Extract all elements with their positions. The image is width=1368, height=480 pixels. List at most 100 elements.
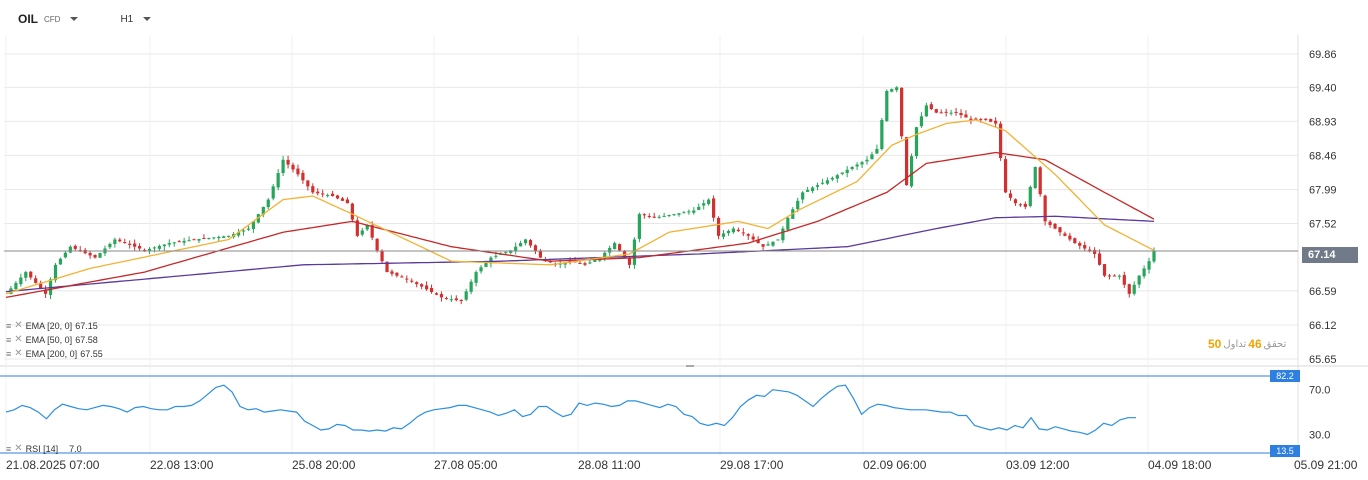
candle-body <box>746 234 750 236</box>
timeframe-dropdown-icon[interactable] <box>143 17 152 21</box>
candle-body <box>138 245 142 249</box>
candle-body <box>167 243 171 245</box>
candle-body <box>365 224 369 230</box>
candle-body <box>390 271 394 274</box>
candle-body <box>716 217 721 236</box>
menu-icon[interactable]: ≡ <box>6 443 12 454</box>
candle-body <box>330 193 335 196</box>
candle-body <box>885 90 889 121</box>
candle-body <box>489 257 493 264</box>
candle-body <box>617 244 622 251</box>
candle-body <box>786 217 790 230</box>
candle-body <box>979 119 983 121</box>
candle-body <box>400 276 404 278</box>
candle-body <box>741 232 745 234</box>
candle-body <box>810 187 815 192</box>
candle-body <box>999 123 1003 158</box>
candle-body <box>1093 249 1097 254</box>
candle-body <box>721 233 726 237</box>
candle-body <box>1147 261 1151 270</box>
promo-text-2: تحقق <box>1263 338 1287 350</box>
candle-body <box>994 120 998 124</box>
candle-body <box>652 216 656 218</box>
time-axis-label: 28.08 11:00 <box>578 458 641 472</box>
ema200-line <box>5 215 1155 293</box>
candle-body <box>1043 195 1047 222</box>
candle-body <box>296 168 300 175</box>
menu-icon[interactable]: ≡ <box>6 348 12 359</box>
candle-body <box>162 244 166 247</box>
menu-icon[interactable]: ≡ <box>6 320 12 331</box>
candle-body <box>34 278 38 283</box>
candle-body <box>212 237 216 239</box>
time-axis-label: 29.08 17:00 <box>720 458 784 472</box>
candle-body <box>533 245 538 252</box>
indicator-label: EMA [50, 0] <box>25 334 73 345</box>
candle-body <box>474 272 478 283</box>
candle-body <box>494 255 498 257</box>
close-icon[interactable]: ✕ <box>14 348 23 359</box>
candle-body <box>39 282 43 289</box>
symbol-dropdown-icon[interactable] <box>70 17 79 21</box>
chart-toolbar: OIL CFD H1 <box>18 11 152 27</box>
candle-body <box>667 215 671 217</box>
close-icon[interactable]: ✕ <box>14 334 23 345</box>
close-icon[interactable]: ✕ <box>14 320 23 331</box>
candle-body <box>19 277 23 285</box>
candle-body <box>890 89 894 92</box>
rsi-axis-label: 30.0 <box>1309 430 1330 442</box>
promo-badge[interactable]: 50 تداول 46 تحقق <box>1208 337 1286 351</box>
candle-body <box>1063 233 1067 236</box>
candle-body <box>350 203 354 220</box>
close-icon[interactable]: ✕ <box>14 443 23 454</box>
candle-body <box>657 216 661 218</box>
price-axis-label: 68.46 <box>1309 150 1337 162</box>
candle-body <box>266 199 270 208</box>
candle-body <box>835 175 839 179</box>
menu-icon[interactable]: ≡ <box>6 334 12 345</box>
candle-body <box>924 105 928 117</box>
timeframe-selector[interactable]: H1 <box>120 13 134 25</box>
candle-body <box>662 215 666 217</box>
candle-body <box>1028 186 1032 207</box>
candle-body <box>286 159 290 165</box>
symbol-name[interactable]: OIL <box>18 12 38 26</box>
candle-body <box>326 195 330 197</box>
candle-body <box>1107 275 1112 277</box>
candle-body <box>182 240 186 243</box>
legend-rsi: ≡ ✕ RSI [14] 7.0 <box>6 443 82 454</box>
candle-body <box>984 118 988 120</box>
legend-ema20: ≡ ✕ EMA [20, 0] 67.15 <box>6 320 98 331</box>
candle-body <box>1023 203 1027 207</box>
candle-body <box>464 291 468 300</box>
candle-body <box>479 267 483 272</box>
candle-body <box>1068 235 1072 240</box>
promo-number-2: 46 <box>1248 337 1262 351</box>
candle-body <box>1013 199 1018 204</box>
time-axis-label: 21.08.2025 07:00 <box>6 458 100 472</box>
candle-body <box>588 262 592 264</box>
candle-body <box>1033 167 1037 189</box>
candle-body <box>261 206 265 215</box>
candle-body <box>380 251 384 262</box>
candle-body <box>523 239 528 244</box>
candle-body <box>291 164 295 170</box>
candle-body <box>306 180 310 187</box>
candle-body <box>118 239 122 242</box>
candle-body <box>321 193 325 195</box>
candle-body <box>904 137 909 186</box>
time-axis-label: 27.08 05:00 <box>434 458 498 472</box>
candle-body <box>781 228 785 241</box>
candle-body <box>24 272 28 278</box>
symbol-type: CFD <box>44 14 61 24</box>
candle-body <box>142 249 147 251</box>
candle-body <box>172 242 176 244</box>
candle-body <box>736 229 740 232</box>
candle-body <box>484 262 488 267</box>
candle-body <box>1112 275 1117 277</box>
candle-body <box>345 199 350 204</box>
candle-body <box>43 289 48 294</box>
candle-body <box>335 195 340 199</box>
